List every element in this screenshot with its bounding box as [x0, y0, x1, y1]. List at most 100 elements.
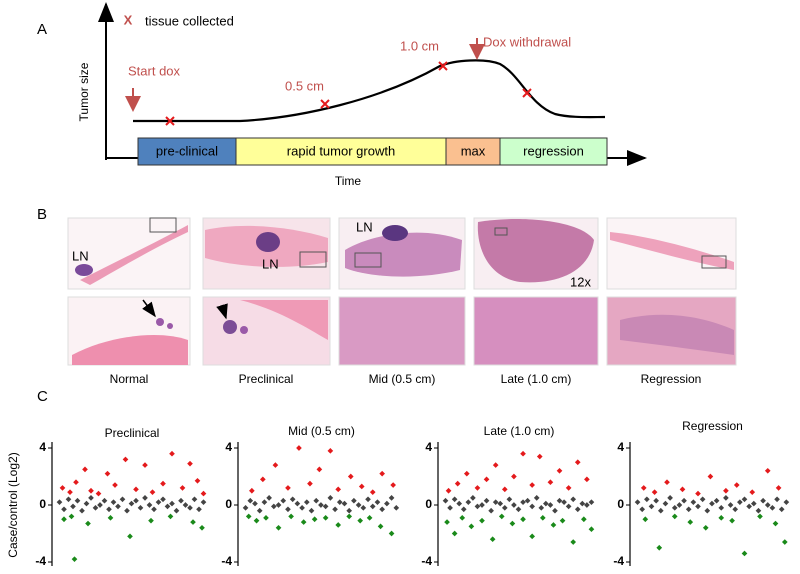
data-point [256, 507, 263, 514]
chart-title: Regression [682, 419, 743, 433]
data-point [199, 524, 205, 531]
data-point [561, 499, 567, 505]
data-point [85, 520, 91, 527]
data-point [442, 497, 449, 504]
collection-markers [165, 61, 532, 126]
data-point [300, 519, 307, 525]
data-point [173, 507, 180, 514]
data-point [653, 497, 659, 504]
data-point [128, 500, 135, 507]
y-axis-label: Tumor size [77, 62, 91, 121]
data-point [718, 514, 725, 521]
data-point [191, 496, 198, 503]
data-point [565, 503, 572, 510]
data-point [681, 497, 687, 504]
data-point [460, 506, 467, 513]
data-point [456, 500, 463, 507]
data-point [552, 507, 558, 514]
data-point [70, 503, 76, 510]
data-point [539, 514, 546, 521]
data-point [584, 502, 590, 508]
data-point [357, 517, 364, 524]
data-point [200, 499, 207, 505]
data-point [707, 473, 714, 480]
data-point [346, 513, 353, 520]
magnification: 12x [570, 274, 591, 289]
data-point [543, 500, 549, 507]
data-point [133, 497, 139, 504]
data-point [529, 503, 535, 510]
data-point [737, 499, 743, 505]
data-point [772, 520, 779, 527]
data-point [709, 500, 715, 507]
y-tick-label: 0 [39, 497, 46, 511]
data-point [194, 477, 201, 484]
y-tick-label: 4 [425, 440, 432, 454]
data-point [142, 462, 148, 468]
data-point [311, 516, 318, 523]
data-point [556, 497, 563, 504]
data-point [275, 524, 282, 531]
data-point [313, 497, 320, 504]
data-point [351, 497, 357, 504]
data-point [520, 450, 526, 457]
data-point [559, 517, 566, 524]
data-point [579, 500, 586, 507]
y-tick-label: -4 [35, 554, 46, 568]
data-point [263, 514, 269, 521]
data-point [774, 496, 780, 503]
image-caption: Mid (0.5 cm) [369, 372, 436, 386]
data-point [656, 544, 663, 551]
data-point [253, 517, 260, 524]
data-point [741, 550, 748, 557]
chart-title: Late (1.0 cm) [484, 424, 555, 438]
ln-label: LN [72, 248, 89, 263]
data-point [474, 503, 481, 510]
data-point [336, 499, 343, 505]
data-point [83, 500, 90, 507]
data-point [783, 499, 790, 505]
data-point [695, 503, 701, 510]
panel-label: A [37, 21, 47, 38]
data-point [347, 473, 354, 480]
data-point [536, 453, 543, 460]
data-point [288, 513, 294, 520]
data-point [444, 519, 450, 525]
data-point [581, 516, 587, 523]
data-point [95, 490, 102, 497]
data-point [538, 505, 545, 511]
data-point [506, 496, 513, 503]
phase-label: rapid tumor growth [287, 143, 395, 158]
data-point [384, 500, 390, 507]
data-point [511, 473, 517, 480]
data-point [260, 476, 266, 483]
data-point [489, 536, 496, 543]
data-point [459, 514, 466, 521]
data-point [764, 502, 771, 508]
data-point [280, 497, 287, 504]
y-tick-label: 0 [225, 497, 232, 511]
data-point [704, 507, 711, 514]
data-point [61, 506, 67, 513]
data-point [68, 513, 75, 520]
data-point [509, 520, 516, 527]
data-point [294, 500, 301, 507]
data-point [112, 482, 118, 488]
data-point [474, 485, 481, 491]
data-point [468, 523, 475, 530]
data-point [82, 466, 88, 473]
data-point [757, 513, 763, 520]
data-point [88, 495, 94, 501]
data-point [574, 459, 581, 466]
growth-curve [133, 59, 606, 123]
data-point [179, 485, 186, 491]
data-point [718, 505, 725, 511]
data-point [498, 513, 505, 520]
data-point [634, 499, 641, 505]
chart-title: Mid (0.5 cm) [288, 424, 355, 438]
data-point [687, 519, 694, 525]
data-point [127, 533, 133, 540]
data-point [79, 507, 85, 514]
data-point [285, 485, 291, 491]
